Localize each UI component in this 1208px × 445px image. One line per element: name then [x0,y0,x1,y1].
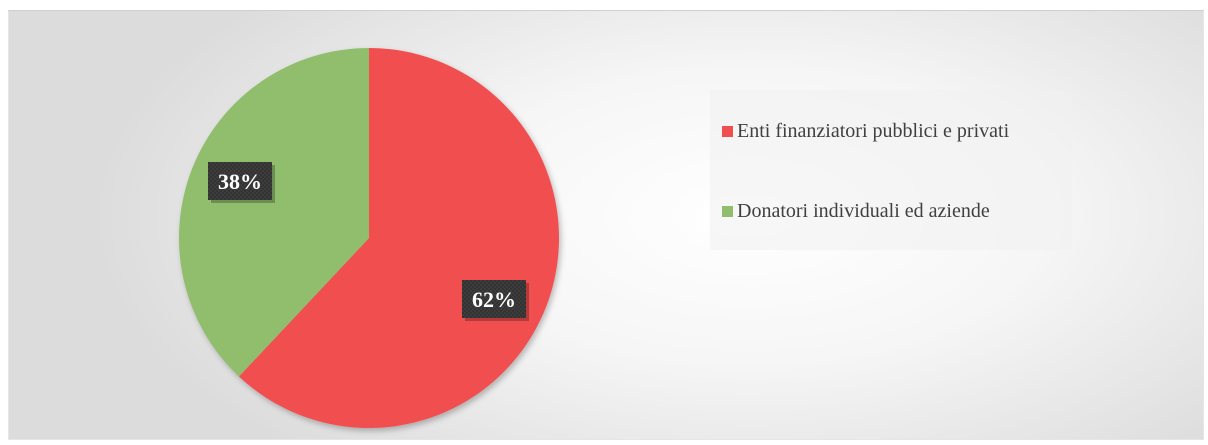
pie-slice-0 [238,48,560,429]
legend-item-donatori: Donatori individuali ed aziende [722,200,990,223]
data-label-0: 62% [472,287,516,312]
chart-legend: Enti finanziatori pubblici e privati Don… [710,90,1072,250]
legend-label-donatori: Donatori individuali ed aziende [737,200,990,222]
legend-swatch-enti [722,126,733,137]
legend-swatch-donatori [722,206,733,217]
frame-top-border [8,10,1204,11]
pie-slices [179,48,560,429]
legend-label-enti: Enti finanziatori pubblici e privati [737,120,1010,142]
legend-item-enti: Enti finanziatori pubblici e privati [722,120,1009,143]
data-label-box-0 [462,280,526,318]
pie-data-labels: 62% 38% [208,162,529,321]
data-label-1: 38% [218,169,262,194]
pie-slice-1 [179,48,369,377]
data-label-box-1 [208,162,272,200]
